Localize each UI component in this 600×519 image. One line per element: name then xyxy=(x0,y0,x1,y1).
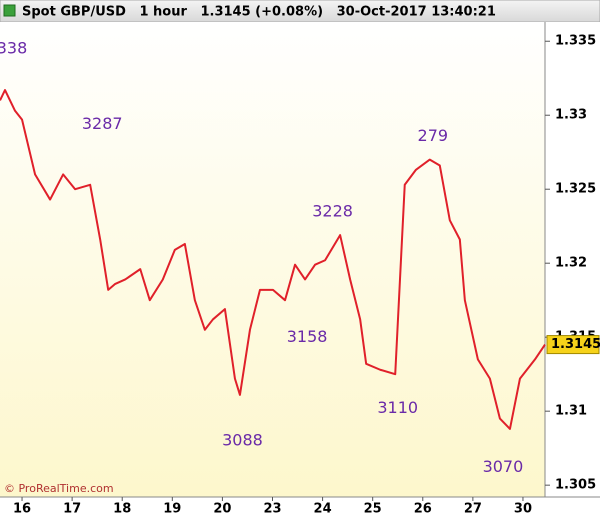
last-price-label: 1.3145 xyxy=(551,337,600,352)
x-tick-label: 26 xyxy=(414,502,432,517)
annotation: 338 xyxy=(0,38,27,57)
y-tick-label: 1.335 xyxy=(555,34,596,49)
price-line xyxy=(0,89,546,430)
y-tick-label: 1.32 xyxy=(555,256,587,271)
x-tick-label: 16 xyxy=(13,502,31,517)
last-price-box xyxy=(546,335,600,355)
y-tick-label: 1.305 xyxy=(555,478,596,493)
x-tick-label: 17 xyxy=(63,502,81,517)
x-tick-label: 24 xyxy=(314,502,332,517)
y-tick-label: 1.31 xyxy=(555,404,587,419)
x-tick-label: 27 xyxy=(464,502,482,517)
x-tick-label: 25 xyxy=(364,502,382,517)
annotation: 3070 xyxy=(483,457,524,476)
x-tick-label: 20 xyxy=(213,502,231,517)
x-tick-label: 23 xyxy=(263,502,281,517)
x-tick-label: 18 xyxy=(113,502,131,517)
annotation: 279 xyxy=(418,126,449,145)
chart-title: Spot GBP/USD 1 hour 1.3145 (+0.08%) 30-O… xyxy=(22,5,496,20)
plot-area xyxy=(0,22,545,497)
annotation: 3088 xyxy=(222,430,263,449)
y-tick-label: 1.33 xyxy=(555,108,587,123)
annotation: 3287 xyxy=(82,114,123,133)
watermark: © ProRealTime.com xyxy=(4,482,114,495)
x-tick-label: 19 xyxy=(163,502,181,517)
y-tick-label: 1.325 xyxy=(555,182,596,197)
y-axis-area xyxy=(545,22,600,497)
header-icon xyxy=(3,4,16,17)
annotation: 3158 xyxy=(287,327,328,346)
x-tick-label: 30 xyxy=(514,502,532,517)
annotation: 3228 xyxy=(312,201,353,220)
annotation: 3110 xyxy=(377,398,418,417)
